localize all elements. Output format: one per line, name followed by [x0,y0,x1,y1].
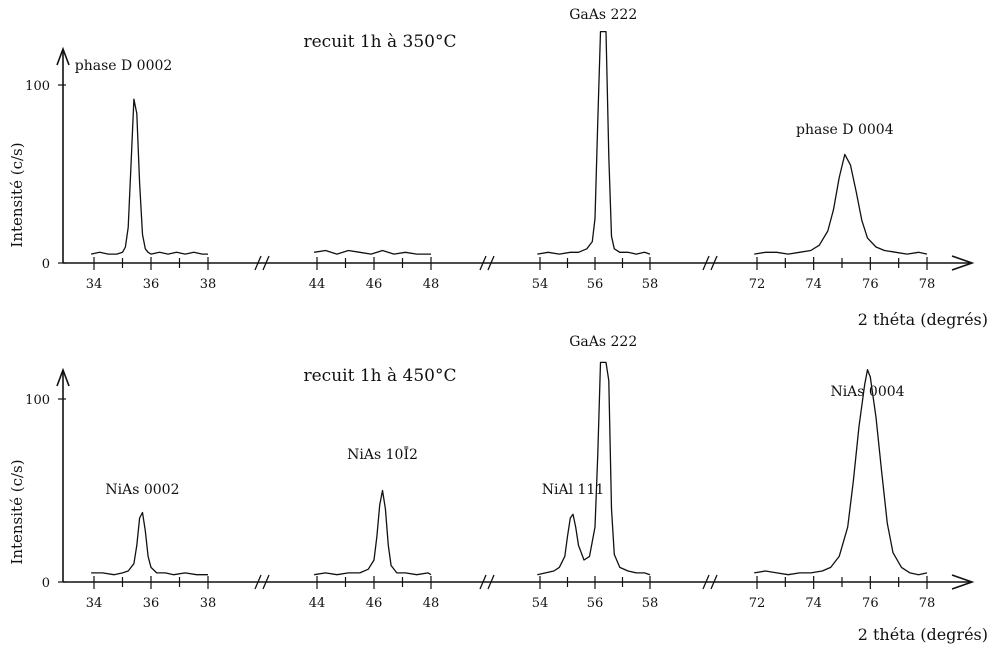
axis-break-mark [487,255,495,271]
diffraction-trace [754,369,928,576]
x-tick-label: 34 [86,596,103,611]
x-tick-label: 46 [366,596,383,611]
peak-label: phase D 0004 [796,122,894,138]
y-tick-label: 100 [25,393,50,408]
x-axis-arrow [951,255,975,271]
axis-break-mark [479,255,487,271]
x-tick-label: 72 [749,277,766,292]
axis-break-mark [254,255,262,271]
axis-break-mark [702,574,710,590]
panel-title: recuit 1h à 450°C [304,366,457,386]
x-tick-label: 48 [423,277,440,292]
x-tick-label: 78 [919,596,936,611]
x-tick-label: 76 [862,596,879,611]
x-tick-label: 54 [532,596,549,611]
diffraction-trace [90,98,208,255]
x-tick-label: 74 [805,277,822,292]
y-axis-label: Intensité (c/s) [8,459,26,564]
x-tick-label: 76 [862,277,879,292]
axis-break-mark [487,574,495,590]
axis-break-mark [710,574,718,590]
x-tick-label: 72 [749,596,766,611]
peak-label: NiAl 111 [542,482,605,498]
axis-break-mark [479,574,487,590]
x-tick-label: 38 [200,277,217,292]
y-tick-label: 0 [42,257,50,272]
x-tick-label: 44 [309,596,326,611]
x-axis-label: 2 théta (degrés) [858,310,988,329]
peak-label: GaAs 222 [569,7,637,23]
x-tick-label: 44 [309,277,326,292]
x-tick-label: 58 [642,277,659,292]
peak-label: GaAs 222 [569,334,637,350]
x-tick-label: 38 [200,596,217,611]
diffraction-trace [91,511,208,576]
x-tick-label: 56 [587,596,604,611]
axis-break-mark [710,255,718,271]
x-tick-label: 58 [642,596,659,611]
diffraction-trace [754,153,928,255]
x-tick-label: 34 [86,277,103,292]
x-tick-label: 54 [532,277,549,292]
y-axis-arrow [56,46,70,66]
x-tick-label: 78 [919,277,936,292]
x-tick-label: 48 [423,596,440,611]
x-tick-label: 36 [143,277,160,292]
x-axis-label: 2 théta (degrés) [858,625,988,644]
axis-break-mark [254,574,262,590]
y-axis-arrow [56,367,70,387]
x-tick-label: 36 [143,596,160,611]
axis-break-mark [262,255,270,271]
x-tick-label: 46 [366,277,383,292]
axis-break-mark [262,574,270,590]
x-tick-label: 74 [805,596,822,611]
panel-title: recuit 1h à 350°C [304,32,457,52]
diffraction-trace [313,249,431,255]
peak-label: NiAs 10Ī2 [347,445,418,463]
diffraction-trace [537,30,651,255]
diffraction-trace [313,489,432,576]
y-tick-label: 100 [25,79,50,94]
peak-label: phase D 0002 [75,58,173,74]
x-axis-arrow [951,574,975,590]
x-tick-label: 56 [587,277,604,292]
peak-label: NiAs 0004 [830,384,904,400]
y-tick-label: 0 [42,576,50,591]
axis-break-mark [702,255,710,271]
peak-label: NiAs 0002 [105,482,179,498]
diffraction-trace [537,361,651,576]
y-axis-label: Intensité (c/s) [8,142,26,247]
